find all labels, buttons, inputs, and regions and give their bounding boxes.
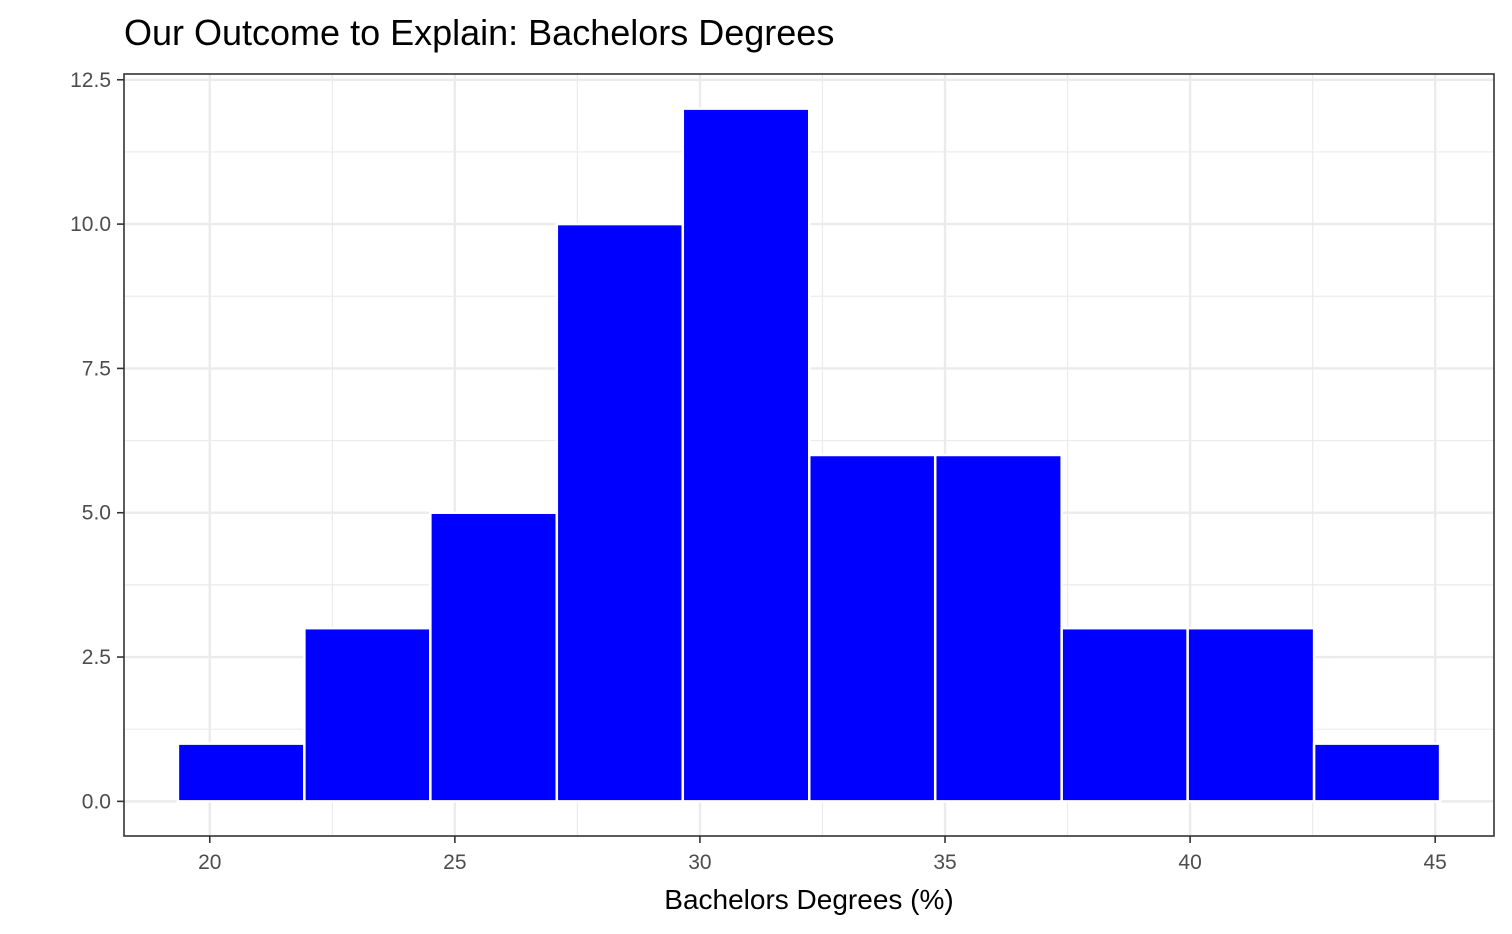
x-axis-label: Bachelors Degrees (%): [664, 884, 953, 915]
y-tick-label: 5.0: [82, 502, 111, 525]
panel-border: [123, 73, 1495, 837]
x-axis: 20 25 30 35 40 45: [198, 836, 1447, 874]
x-tick-label: 40: [1178, 851, 1201, 874]
y-tick-label: 0.0: [82, 790, 111, 813]
histogram-bar: [681, 107, 811, 803]
histogram-bar: [1060, 626, 1189, 803]
y-tick-label: 10.0: [70, 213, 111, 236]
y-tick-label: 7.5: [82, 357, 111, 380]
histogram-bar: [807, 453, 937, 803]
histogram-bar: [1312, 742, 1442, 803]
chart-title: Our Outcome to Explain: Bachelors Degree…: [124, 12, 834, 53]
x-tick-label: 20: [198, 851, 221, 874]
y-axis: 0.0 2.5 5.0 7.5 10.0 12.5: [70, 69, 124, 813]
histogram-bars: [176, 107, 1442, 803]
x-tick-label: 35: [933, 851, 956, 874]
histogram-bar: [429, 511, 559, 803]
y-tick-label: 12.5: [70, 69, 111, 92]
histogram-bar: [303, 626, 432, 803]
y-tick-label: 2.5: [82, 646, 111, 669]
histogram-bar: [555, 222, 685, 803]
x-tick-label: 25: [443, 851, 466, 874]
histogram-bar: [933, 453, 1063, 803]
x-tick-label: 30: [688, 851, 711, 874]
histogram-bar: [176, 742, 306, 803]
x-tick-label: 45: [1424, 851, 1447, 874]
histogram-bar: [1186, 626, 1316, 803]
